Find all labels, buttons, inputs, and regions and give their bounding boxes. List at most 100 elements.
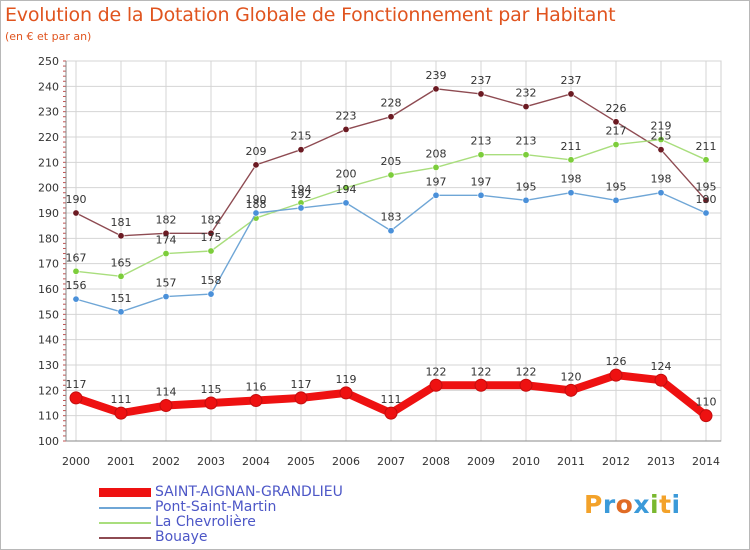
data-label: 195 (696, 180, 717, 193)
x-tick-label: 2002 (152, 455, 180, 468)
data-label: 195 (606, 180, 627, 193)
data-point (657, 136, 665, 144)
data-point (72, 295, 80, 303)
data-label: 211 (696, 140, 717, 153)
data-label: 157 (156, 277, 177, 290)
data-label: 197 (471, 175, 492, 188)
data-point (117, 308, 125, 316)
data-label: 237 (561, 74, 582, 87)
data-label: 217 (606, 125, 627, 138)
y-tick-label: 250 (38, 55, 59, 68)
x-tick-label: 2000 (62, 455, 90, 468)
data-label: 122 (426, 365, 447, 378)
data-point (477, 151, 485, 159)
data-point (252, 209, 260, 217)
data-label: 167 (66, 251, 87, 264)
data-point (612, 141, 620, 149)
data-point (249, 393, 263, 407)
chart-subtitle: (en € et par an) (5, 30, 92, 43)
data-label: 194 (291, 183, 312, 196)
data-point (519, 378, 533, 392)
data-label: 215 (651, 130, 672, 143)
y-tick-label: 220 (38, 131, 59, 144)
data-point (609, 368, 623, 382)
data-point (117, 272, 125, 280)
data-label: 117 (66, 378, 87, 391)
y-tick-label: 180 (38, 232, 59, 245)
data-point (567, 189, 575, 197)
data-label: 237 (471, 74, 492, 87)
data-point (72, 267, 80, 275)
data-point (432, 85, 440, 93)
data-point (384, 406, 398, 420)
y-tick-label: 210 (38, 156, 59, 169)
x-tick-label: 2011 (557, 455, 585, 468)
data-label: 213 (516, 135, 537, 148)
data-label: 213 (471, 135, 492, 148)
proxiti-logo: Proxiti (584, 490, 681, 519)
data-label: 190 (66, 193, 87, 206)
y-tick-label: 140 (38, 334, 59, 347)
data-label: 110 (696, 396, 717, 409)
data-point (702, 209, 710, 217)
data-label: 188 (246, 198, 267, 211)
x-tick-label: 2003 (197, 455, 225, 468)
data-point (294, 391, 308, 405)
data-label: 190 (246, 193, 267, 206)
data-label: 209 (246, 145, 267, 158)
data-label: 197 (426, 175, 447, 188)
legend-item: La Chevrolière (99, 515, 343, 530)
data-label: 198 (651, 173, 672, 186)
data-label: 226 (606, 102, 627, 115)
data-label: 228 (381, 97, 402, 110)
data-point (387, 113, 395, 121)
data-point (612, 196, 620, 204)
data-label: 158 (201, 274, 222, 287)
data-label: 205 (381, 155, 402, 168)
data-point (612, 118, 620, 126)
data-label: 200 (336, 168, 357, 181)
y-tick-label: 160 (38, 283, 59, 296)
data-point (117, 232, 125, 240)
data-label: 174 (156, 234, 177, 247)
data-label: 156 (66, 279, 87, 292)
x-tick-label: 2010 (512, 455, 540, 468)
data-label: 175 (201, 231, 222, 244)
data-label: 192 (291, 188, 312, 201)
data-point (114, 406, 128, 420)
legend-swatch (99, 521, 151, 524)
y-tick-label: 190 (38, 207, 59, 220)
data-label: 182 (201, 213, 222, 226)
data-label: 190 (696, 193, 717, 206)
data-point (387, 227, 395, 235)
data-point (204, 396, 218, 410)
data-point (654, 373, 668, 387)
data-point (252, 161, 260, 169)
data-point (387, 171, 395, 179)
data-label: 124 (651, 360, 672, 373)
data-point (162, 229, 170, 237)
data-point (72, 209, 80, 217)
x-tick-label: 2014 (692, 455, 720, 468)
data-point (69, 391, 83, 405)
legend-item: SAINT-AIGNAN-GRANDLIEU (99, 485, 343, 500)
data-point (657, 189, 665, 197)
data-point (429, 378, 443, 392)
data-point (339, 386, 353, 400)
data-point (522, 196, 530, 204)
chart-title: Evolution de la Dotation Globale de Fonc… (5, 4, 616, 26)
data-point (297, 146, 305, 154)
data-label: 120 (561, 370, 582, 383)
data-point (477, 90, 485, 98)
data-point (162, 293, 170, 301)
y-tick-label: 170 (38, 258, 59, 271)
x-tick-label: 2013 (647, 455, 675, 468)
data-label: 239 (426, 69, 447, 82)
data-label: 232 (516, 87, 537, 100)
data-label: 223 (336, 109, 357, 122)
data-point (477, 191, 485, 199)
data-point (522, 103, 530, 111)
data-point (207, 247, 215, 255)
legend-swatch (99, 536, 151, 539)
data-point (432, 163, 440, 171)
